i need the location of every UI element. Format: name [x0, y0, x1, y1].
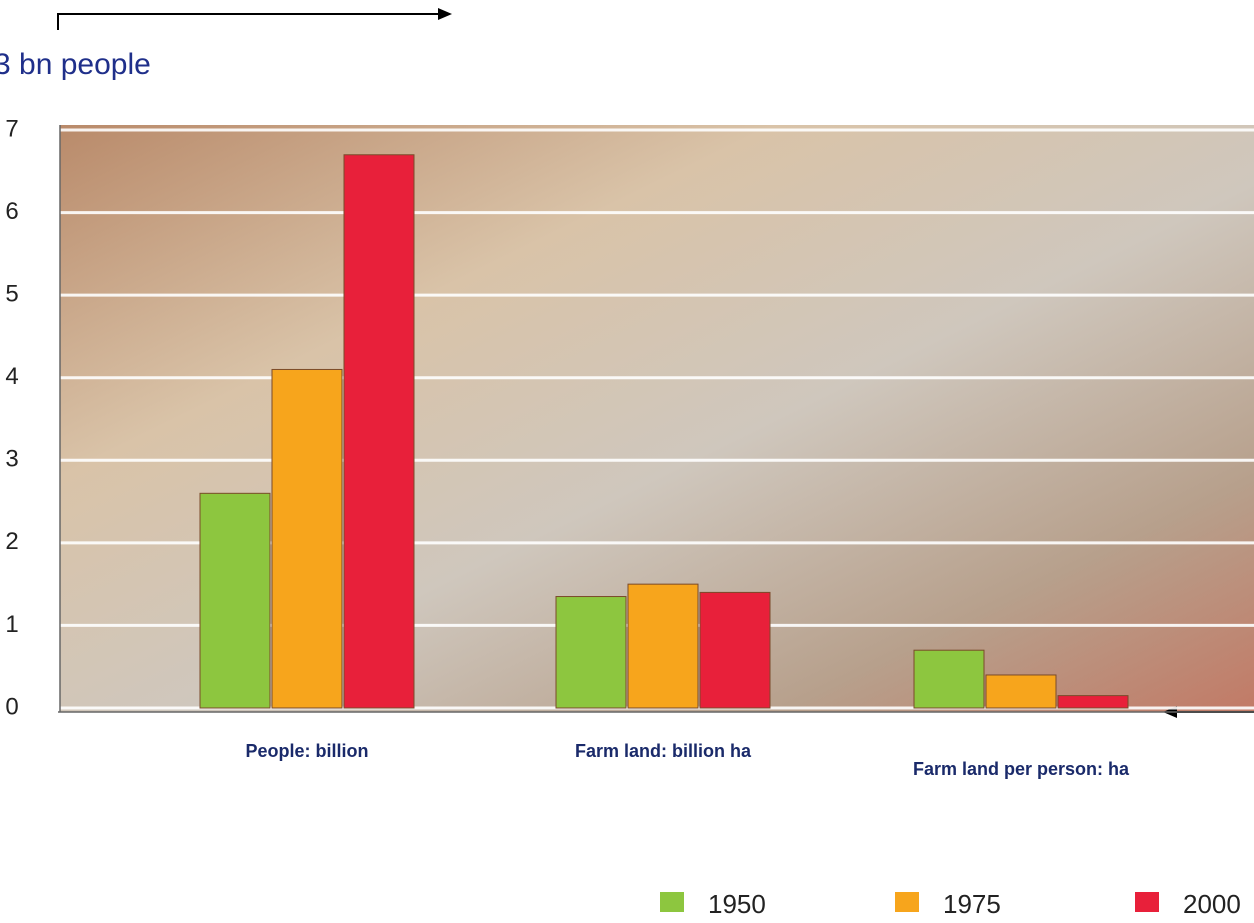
legend-swatch	[660, 892, 684, 912]
annotation-arrow	[58, 14, 440, 30]
bar	[1058, 696, 1128, 708]
x-tick-label: Farm land per person: ha	[913, 759, 1130, 779]
bar	[986, 675, 1056, 708]
legend-swatch	[1135, 892, 1159, 912]
y-tick-label: 3	[5, 446, 18, 473]
bar	[556, 597, 626, 708]
legend-label: 1950	[708, 889, 766, 919]
x-tick-label: Farm land: billion ha	[575, 741, 752, 761]
arrow-head	[438, 8, 452, 20]
y-tick-label: 1	[5, 611, 18, 638]
bar	[344, 155, 414, 708]
legend-label: 1975	[943, 889, 1001, 919]
y-tick-label: 4	[5, 363, 18, 390]
bar	[628, 584, 698, 708]
y-tick-label: 0	[5, 693, 18, 720]
legend-label: 2000	[1183, 889, 1241, 919]
x-tick-label: People: billion	[245, 741, 368, 761]
legend-swatch	[895, 892, 919, 912]
bar	[700, 592, 770, 708]
bar	[272, 369, 342, 708]
y-tick-label: 6	[5, 198, 18, 225]
chart: 3 bn people 0 1 2 3 4 5 6 7 People: billion Farm …	[0, 0, 1254, 923]
y-tick-label: 7	[5, 115, 18, 142]
y-tick-label: 5	[5, 280, 18, 307]
annotation: 3 bn people	[0, 48, 151, 81]
bar	[200, 493, 270, 708]
y-tick-label: 2	[5, 528, 18, 555]
bar	[914, 650, 984, 708]
